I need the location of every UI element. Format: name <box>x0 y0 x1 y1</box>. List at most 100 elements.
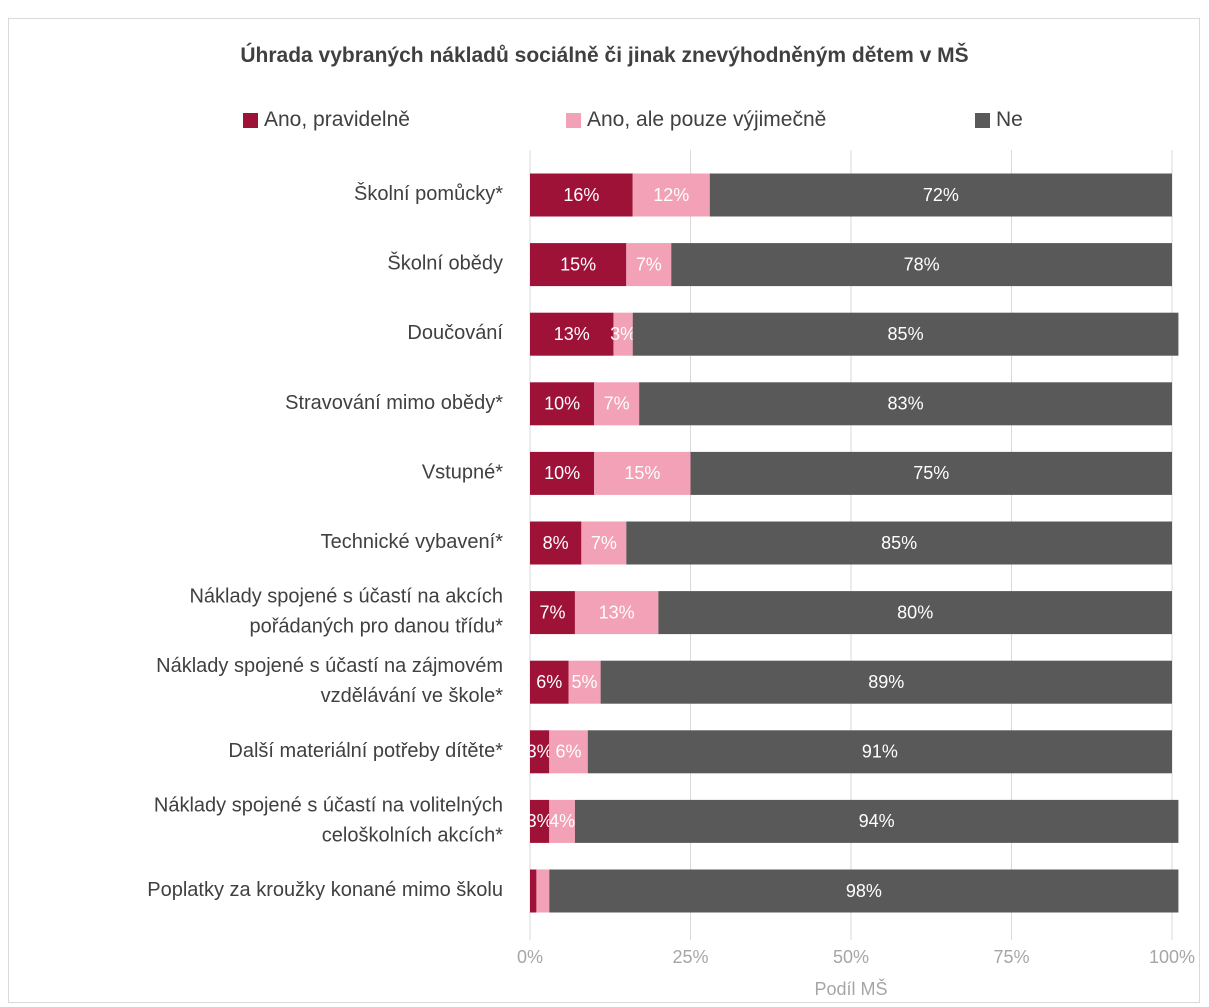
bar-segment <box>709 173 1172 217</box>
category-label: Náklady spojené s účastí na akcích pořáda… <box>189 586 503 638</box>
category-label-line: Doučování <box>407 322 503 344</box>
legend-item-ano-vyjimecne: Ano, ale pouze výjimečně <box>566 108 826 132</box>
data-label: 7% <box>604 394 630 414</box>
x-tick-label: 25% <box>672 947 708 967</box>
bar-segment <box>594 382 640 426</box>
data-label: 3% <box>527 811 553 831</box>
bar-segment <box>549 730 588 774</box>
x-tick-label: 75% <box>993 947 1029 967</box>
data-label: 94% <box>859 811 895 831</box>
bar-segment <box>530 869 537 913</box>
data-label: 4% <box>549 811 575 831</box>
data-label: 85% <box>888 324 924 344</box>
bar-segment <box>530 382 595 426</box>
bar-segment <box>626 521 1172 565</box>
data-label: 16% <box>563 185 599 205</box>
category-label: Náklady spojené s účastí na zájmovém vzdě… <box>156 655 503 707</box>
category-label-line: Další materiální potřeby dítěte* <box>228 740 503 762</box>
bar-segment <box>530 173 633 217</box>
bar-segment <box>530 312 614 356</box>
bar-segment <box>530 660 569 704</box>
category-label-line: Poplatky za kroužky konané mimo školu <box>147 879 503 901</box>
data-label: 10% <box>544 394 580 414</box>
bar-segment <box>574 591 659 635</box>
category-label-line: Školní pomůcky* <box>354 182 503 205</box>
category-label-line: vzdělávání ve škole* <box>321 685 504 707</box>
category-label-line: Školní obědy <box>387 252 503 275</box>
data-label: 83% <box>888 394 924 414</box>
bar-segment <box>658 591 1172 635</box>
data-label: 85% <box>881 533 917 553</box>
bar-segment <box>530 799 550 843</box>
category-label: Technické vybavení* <box>321 531 504 553</box>
chart-title: Úhrada vybraných nákladů sociálně či jin… <box>240 44 969 67</box>
bar-segment <box>632 312 1179 356</box>
bar-segment <box>530 243 627 287</box>
legend-item-ano-pravidelne: Ano, pravidelně <box>243 108 410 132</box>
legend-label-ano-pravidelne: Ano, pravidelně <box>264 108 410 131</box>
bar-segment <box>549 799 575 843</box>
bar-segment <box>600 660 1172 704</box>
bar-segment <box>530 591 575 635</box>
category-label: Poplatky za kroužky konané mimo školu <box>147 879 503 901</box>
category-label: Stravování mimo obědy* <box>285 392 503 414</box>
x-tick-label: 100% <box>1149 947 1195 967</box>
data-label: 12% <box>653 185 689 205</box>
bar-segment <box>587 730 1172 774</box>
bar-segment <box>632 173 710 217</box>
bar-segment <box>594 451 691 495</box>
data-label: 15% <box>560 254 596 274</box>
data-label: 3% <box>527 742 553 762</box>
legend-label-ano-vyjimecne: Ano, ale pouze výjimečně <box>587 108 827 131</box>
data-label: 8% <box>543 533 569 553</box>
data-label: 75% <box>913 463 949 483</box>
category-label-line: Stravování mimo obědy* <box>285 392 503 414</box>
category-label-line: Náklady spojené s účastí na zájmovém <box>156 655 503 677</box>
data-label: 15% <box>624 463 660 483</box>
legend-swatch-ano-pravidelne <box>243 112 258 128</box>
data-label: 5% <box>572 672 598 692</box>
category-label: Vstupné* <box>422 462 503 484</box>
bar-segment <box>536 869 550 913</box>
bar-segment <box>690 451 1172 495</box>
data-label: 13% <box>554 324 590 344</box>
data-label: 7% <box>591 533 617 553</box>
data-label: 91% <box>862 742 898 762</box>
x-axis-title: Podíl MŠ <box>814 978 887 999</box>
x-tick-label: 0% <box>517 947 543 967</box>
category-label: Doučování <box>407 322 503 344</box>
bar-segment <box>581 521 627 565</box>
data-label: 6% <box>536 672 562 692</box>
data-label: 80% <box>897 602 933 622</box>
bar-segment <box>671 243 1172 287</box>
bar-segment <box>568 660 601 704</box>
legend-item-ne: Ne <box>975 108 1023 132</box>
category-label-line: Technické vybavení* <box>321 531 504 553</box>
bar-segment <box>530 451 595 495</box>
bar-segment <box>613 312 633 356</box>
data-label: 98% <box>846 881 882 901</box>
data-label: 7% <box>636 254 662 274</box>
legend-label-ne: Ne <box>996 108 1023 131</box>
bar-segment <box>530 521 582 565</box>
bar-segment <box>574 799 1179 843</box>
legend-swatch-ano-vyjimecne <box>566 112 581 128</box>
legend-swatch-ne <box>975 112 990 128</box>
category-label-line: Vstupné* <box>422 462 503 484</box>
data-label: 78% <box>904 254 940 274</box>
data-label: 6% <box>556 742 582 762</box>
category-label: Školní obědy <box>387 252 503 275</box>
data-label: 13% <box>599 602 635 622</box>
data-label: 72% <box>923 185 959 205</box>
bar-segment <box>549 869 1179 913</box>
category-label-line: celoškolních akcích* <box>322 825 503 847</box>
category-label: Náklady spojené s účastí na volitelných c… <box>154 795 503 847</box>
data-label: 3% <box>610 324 636 344</box>
data-label: 89% <box>868 672 904 692</box>
bar-segment <box>639 382 1172 426</box>
category-label-line: pořádaných pro danou třídu* <box>249 616 503 638</box>
category-label: Další materiální potřeby dítěte* <box>228 740 503 762</box>
data-label: 10% <box>544 463 580 483</box>
category-label: Školní pomůcky* <box>354 182 503 205</box>
